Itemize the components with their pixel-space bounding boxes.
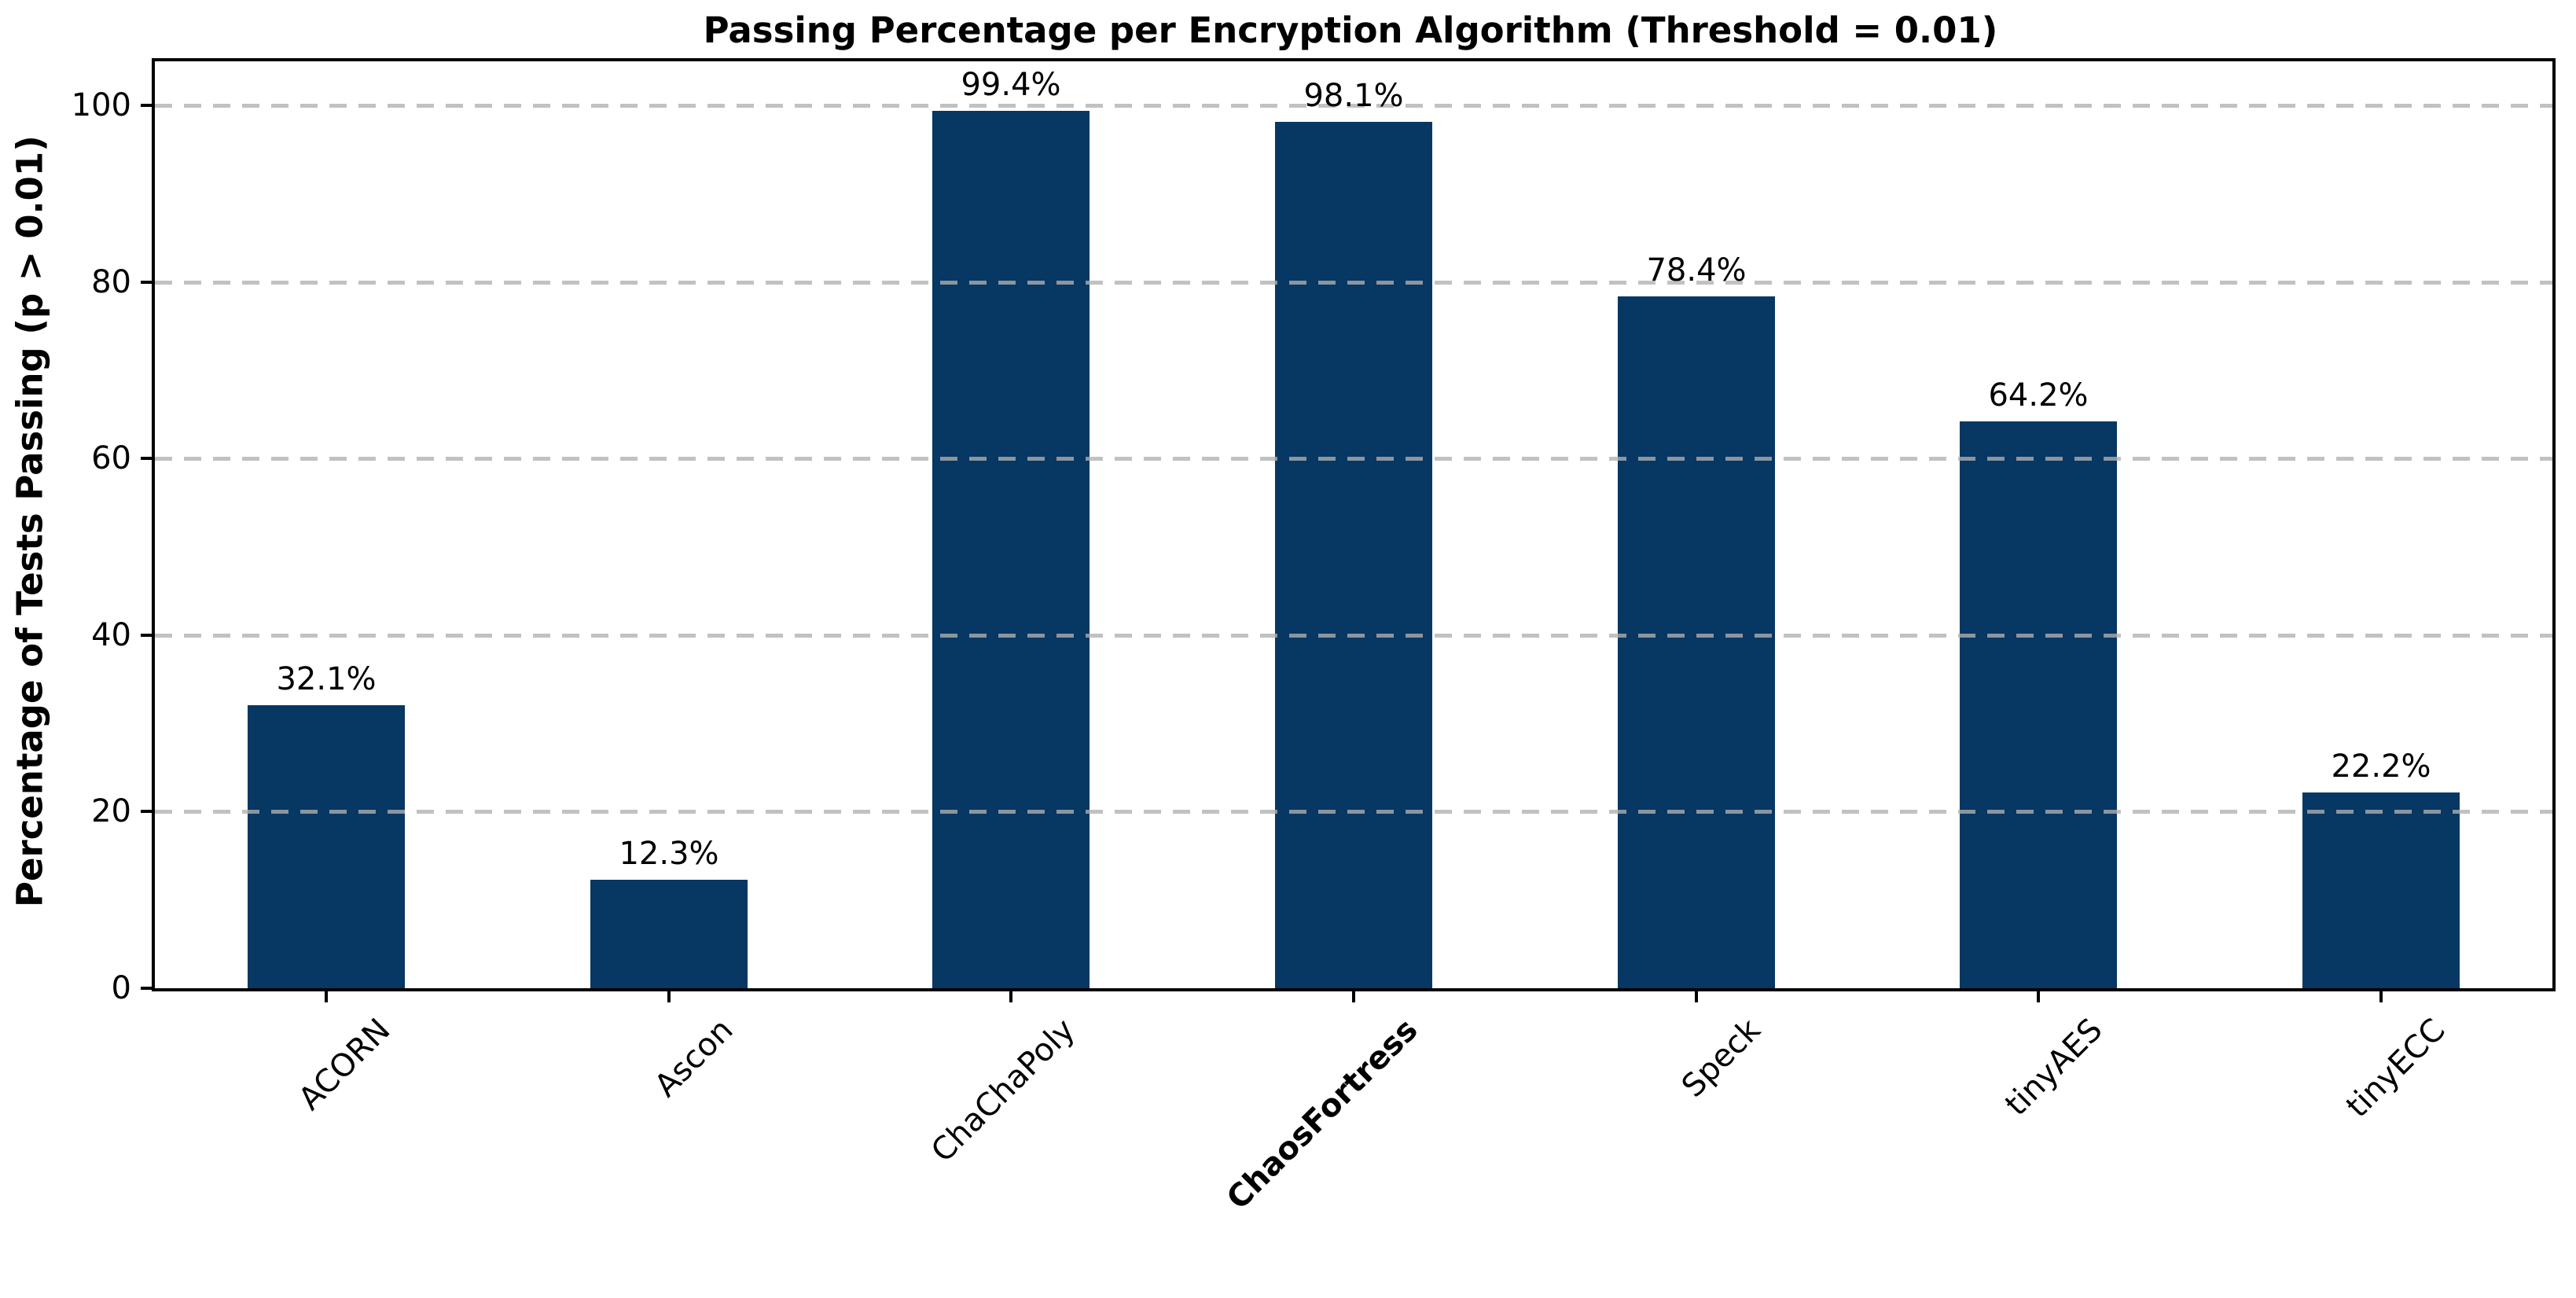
bar-value-label: 64.2% [1988,377,2089,414]
bar-value-label: 78.4% [1646,252,1747,289]
bar-value-label: 22.2% [2331,748,2431,785]
y-tick [141,810,152,813]
x-tick [2379,991,2383,1002]
y-axis-label: Percentage of Tests Passing (p > 0.01) [9,135,51,908]
bar-ascon [590,880,748,988]
x-tick [2037,991,2040,1002]
x-tick-label-acorn: ACORN [292,1012,398,1118]
bar-chaosfortress [1275,122,1432,988]
y-tick-label: 0 [111,970,131,1006]
y-tick-label: 60 [91,440,131,476]
bar-tinyaes [1960,421,2117,988]
x-tick [1009,991,1012,1002]
x-tick-label-tinyecc: tinyECC [2339,1012,2453,1125]
gridline-20 [155,810,2552,814]
x-tick [667,991,671,1002]
x-tick-label-tinyaes: tinyAES [1998,1012,2110,1123]
gridline-100 [155,104,2552,108]
bar-value-label: 12.3% [619,836,719,872]
bar-value-label: 99.4% [961,67,1061,103]
x-tick-label-speck: Speck [1674,1012,1768,1105]
bar-acorn [248,705,405,988]
x-tick [1695,991,1698,1002]
gridline-80 [155,281,2552,285]
x-tick [1352,991,1355,1002]
x-tick-label-ascon: Ascon [648,1012,740,1105]
x-tick [325,991,328,1002]
x-tick-label-chachapoly: ChaChaPoly [924,1012,1082,1170]
chart-title: Passing Percentage per Encryption Algori… [703,9,1998,51]
y-tick [141,104,152,107]
x-tick-label-chaosfortress: ChaosFortress [1219,1012,1425,1217]
bar-value-label: 98.1% [1303,78,1404,114]
y-tick-label: 100 [71,87,131,123]
y-tick [141,634,152,637]
gridline-40 [155,634,2552,638]
gridline-60 [155,457,2552,461]
y-tick [141,987,152,990]
y-tick [141,457,152,460]
y-tick [141,281,152,284]
bar-tinyecc [2302,792,2460,988]
plot-area: 32.1% 12.3% 99.4% 98.1% 78.4% 64.2% 22.2% [152,58,2556,991]
bar-chachapoly [932,111,1090,988]
y-tick-label: 80 [91,264,131,300]
bar-speck [1618,296,1775,988]
y-tick-label: 20 [91,793,131,829]
bar-value-label: 32.1% [276,661,377,697]
y-tick-label: 40 [91,617,131,653]
